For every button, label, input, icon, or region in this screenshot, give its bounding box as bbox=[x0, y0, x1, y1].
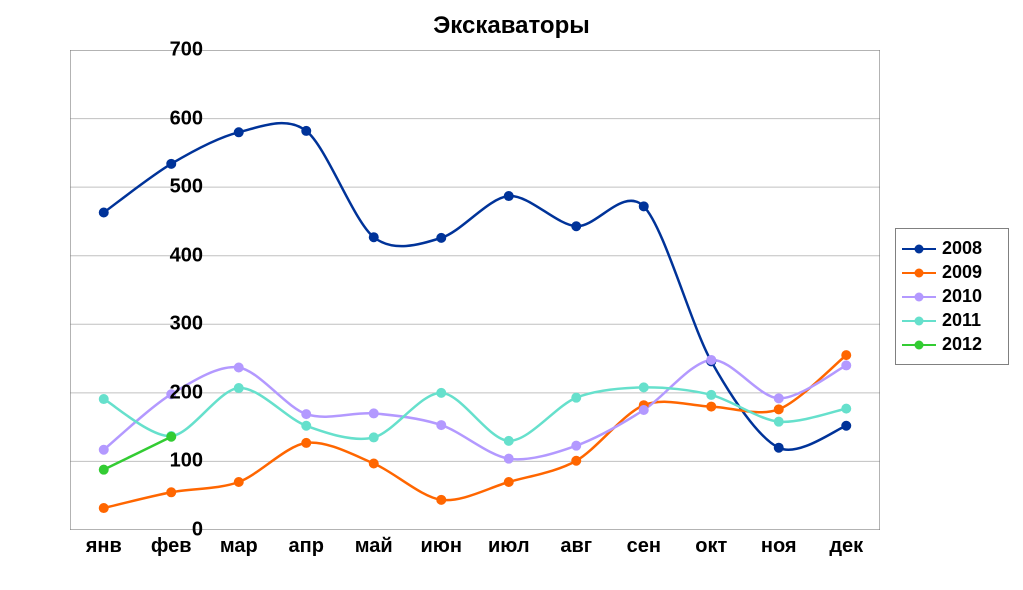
series-marker bbox=[369, 233, 378, 242]
x-tick-label: окт bbox=[678, 535, 745, 558]
legend-swatch bbox=[902, 290, 936, 304]
x-tick-label: апр bbox=[273, 535, 340, 558]
series-marker bbox=[504, 192, 513, 201]
y-tick-label: 500 bbox=[153, 176, 203, 199]
legend-item: 2010 bbox=[902, 286, 1002, 307]
series-marker bbox=[504, 454, 513, 463]
series-line bbox=[104, 387, 847, 441]
series-marker bbox=[99, 208, 108, 217]
legend-item: 2012 bbox=[902, 334, 1002, 355]
series-marker bbox=[774, 405, 783, 414]
series-marker bbox=[99, 395, 108, 404]
legend-label: 2010 bbox=[942, 286, 982, 307]
series-marker bbox=[167, 159, 176, 168]
y-tick-label: 600 bbox=[153, 107, 203, 130]
series-marker bbox=[707, 390, 716, 399]
x-tick-label: янв bbox=[70, 535, 137, 558]
series-marker bbox=[369, 433, 378, 442]
series-marker bbox=[572, 456, 581, 465]
series-marker bbox=[572, 441, 581, 450]
series-marker bbox=[167, 488, 176, 497]
series-line bbox=[104, 355, 847, 508]
legend-item: 2009 bbox=[902, 262, 1002, 283]
x-tick-label: июн bbox=[408, 535, 475, 558]
series-marker bbox=[504, 436, 513, 445]
series-marker bbox=[572, 393, 581, 402]
y-tick-label: 400 bbox=[153, 244, 203, 267]
legend-item: 2008 bbox=[902, 238, 1002, 259]
legend: 2008 2009 2010 2011 2012 bbox=[895, 228, 1009, 365]
legend-swatch bbox=[902, 266, 936, 280]
series-marker bbox=[639, 383, 648, 392]
series-marker bbox=[369, 409, 378, 418]
series-marker bbox=[167, 432, 176, 441]
series-marker bbox=[639, 406, 648, 415]
series-marker bbox=[234, 128, 243, 137]
legend-label: 2008 bbox=[942, 238, 982, 259]
series-marker bbox=[504, 478, 513, 487]
series-marker bbox=[99, 504, 108, 513]
series-marker bbox=[302, 126, 311, 135]
chart-container: Экскаваторы 20082009201020112012 0100200… bbox=[0, 0, 1023, 590]
legend-swatch bbox=[902, 338, 936, 352]
legend-label: 2011 bbox=[942, 310, 981, 331]
series-marker bbox=[842, 421, 851, 430]
y-tick-label: 700 bbox=[153, 39, 203, 62]
series-marker bbox=[234, 478, 243, 487]
series-marker bbox=[842, 361, 851, 370]
series-marker bbox=[572, 222, 581, 231]
x-tick-label: май bbox=[340, 535, 407, 558]
legend-label: 2009 bbox=[942, 262, 982, 283]
series-marker bbox=[707, 402, 716, 411]
series-marker bbox=[99, 445, 108, 454]
series-marker bbox=[842, 404, 851, 413]
x-tick-label: мар bbox=[205, 535, 272, 558]
series-marker bbox=[774, 394, 783, 403]
series-marker bbox=[707, 355, 716, 364]
legend-swatch bbox=[902, 242, 936, 256]
x-tick-label: авг bbox=[543, 535, 610, 558]
series-marker bbox=[99, 465, 108, 474]
series-marker bbox=[437, 388, 446, 397]
series-marker bbox=[302, 421, 311, 430]
series-marker bbox=[842, 351, 851, 360]
x-tick-label: июл bbox=[475, 535, 542, 558]
series-marker bbox=[437, 495, 446, 504]
y-tick-label: 300 bbox=[153, 313, 203, 336]
series-marker bbox=[639, 202, 648, 211]
series-marker bbox=[437, 233, 446, 242]
series-marker bbox=[302, 438, 311, 447]
series-marker bbox=[369, 459, 378, 468]
x-tick-label: ноя bbox=[745, 535, 812, 558]
y-tick-label: 200 bbox=[153, 381, 203, 404]
series-marker bbox=[234, 384, 243, 393]
series-marker bbox=[774, 443, 783, 452]
series-marker bbox=[234, 363, 243, 372]
x-tick-label: сен bbox=[610, 535, 677, 558]
chart-title: Экскаваторы bbox=[0, 12, 1023, 40]
series-marker bbox=[302, 410, 311, 419]
series-marker bbox=[774, 417, 783, 426]
series-marker bbox=[437, 421, 446, 430]
x-tick-label: фев bbox=[138, 535, 205, 558]
x-tick-label: дек bbox=[813, 535, 880, 558]
legend-item: 2011 bbox=[902, 310, 1002, 331]
legend-swatch bbox=[902, 314, 936, 328]
y-tick-label: 100 bbox=[153, 450, 203, 473]
legend-label: 2012 bbox=[942, 334, 982, 355]
